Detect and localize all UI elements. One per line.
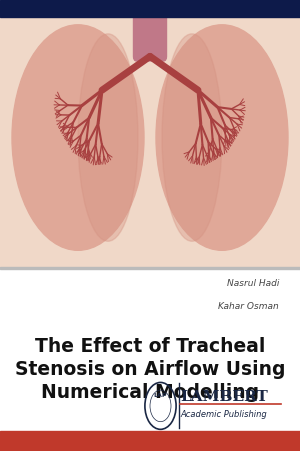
Text: Academic Publishing: Academic Publishing <box>180 410 267 419</box>
Ellipse shape <box>162 34 222 241</box>
Text: Nasrul Hadi: Nasrul Hadi <box>226 279 279 288</box>
Text: LAMBERT: LAMBERT <box>180 390 268 404</box>
Bar <box>0 0 300 17</box>
Bar <box>0 17 300 267</box>
Text: LAP: LAP <box>154 393 167 398</box>
Ellipse shape <box>78 34 138 241</box>
Ellipse shape <box>12 25 144 250</box>
Bar <box>0 267 300 431</box>
Bar <box>0 431 300 451</box>
Ellipse shape <box>156 25 288 250</box>
Text: Kahar Osman: Kahar Osman <box>218 302 279 311</box>
Text: The Effect of Tracheal
Stenosis on Airflow Using
Numerical Modelling: The Effect of Tracheal Stenosis on Airfl… <box>15 337 285 402</box>
Bar <box>0 267 300 269</box>
FancyBboxPatch shape <box>134 14 166 61</box>
